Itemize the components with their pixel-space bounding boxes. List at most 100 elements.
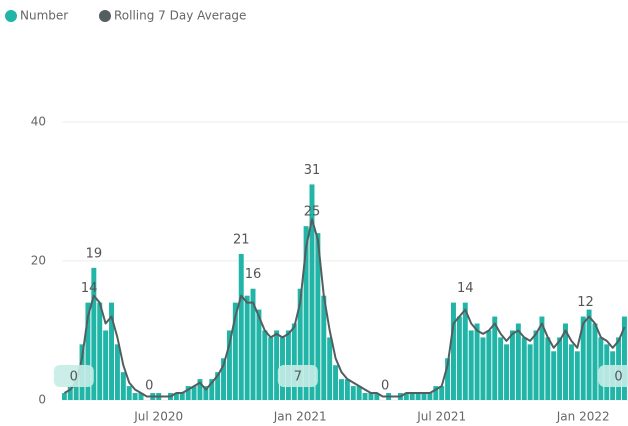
- bar: [374, 393, 380, 400]
- bar: [120, 372, 126, 400]
- label-box: [277, 365, 318, 387]
- bar: [539, 316, 545, 400]
- bar: [274, 330, 280, 400]
- bar: [215, 372, 221, 400]
- bar: [109, 302, 115, 400]
- bar: [462, 302, 468, 400]
- bar: [309, 184, 315, 400]
- data-label: 14: [81, 281, 98, 296]
- bar: [114, 344, 120, 400]
- y-tick-label: 0: [38, 393, 46, 407]
- data-label: 12: [577, 295, 594, 310]
- bar: [62, 393, 67, 400]
- bar: [521, 337, 527, 400]
- bar: [333, 365, 339, 400]
- bar: [498, 337, 504, 400]
- bar: [244, 295, 250, 400]
- bar: [327, 337, 333, 400]
- bar: [179, 393, 185, 400]
- data-label: 0: [614, 370, 622, 385]
- bar: [315, 233, 321, 400]
- bar: [232, 302, 238, 400]
- bar: [173, 393, 179, 400]
- bar: [580, 316, 586, 400]
- data-label: 0: [145, 379, 153, 394]
- bar: [586, 309, 592, 400]
- bar: [85, 302, 91, 400]
- bar: [592, 323, 598, 400]
- bar: [533, 330, 539, 400]
- bar: [297, 288, 303, 400]
- bar: [474, 323, 480, 400]
- bar: [621, 316, 627, 400]
- bar: [185, 386, 191, 400]
- y-tick-label: 20: [31, 253, 46, 267]
- bar: [362, 393, 368, 400]
- bar: [574, 351, 580, 400]
- x-tick-label: Jan 2021: [273, 410, 327, 424]
- x-tick-label: Jul 2021: [416, 410, 466, 424]
- bar: [551, 351, 557, 400]
- bar: [97, 302, 103, 400]
- bar: [256, 309, 262, 400]
- y-tick-label: 40: [31, 114, 46, 128]
- data-label: 21: [233, 232, 250, 247]
- x-tick-label: Jul 2020: [133, 410, 183, 424]
- bar: [545, 337, 551, 400]
- data-label: 14: [457, 281, 474, 296]
- bar: [409, 393, 415, 400]
- legend-label: Number: [20, 9, 68, 23]
- bar: [504, 344, 510, 400]
- bar: [468, 330, 474, 400]
- bar: [209, 379, 215, 400]
- data-label: 0: [381, 379, 389, 394]
- data-label: 7: [294, 370, 302, 385]
- bar: [221, 358, 227, 400]
- bar: [350, 386, 356, 400]
- bar: [568, 344, 574, 400]
- bar: [403, 393, 409, 400]
- line: [63, 218, 626, 398]
- bar: [344, 379, 350, 400]
- bar: [226, 330, 232, 400]
- bar: [291, 323, 297, 400]
- data-label: 19: [86, 246, 103, 261]
- bar: [73, 379, 79, 400]
- bar: [262, 330, 268, 400]
- bar: [515, 323, 521, 400]
- data-label: 16: [245, 267, 262, 282]
- data-label: 31: [304, 163, 321, 178]
- bar: [433, 386, 439, 400]
- bar: [480, 337, 486, 400]
- label-box: [598, 365, 628, 387]
- bar: [451, 302, 456, 400]
- bar: [132, 393, 138, 400]
- label-box: [53, 365, 94, 387]
- bar: [238, 253, 244, 400]
- bar: [67, 386, 73, 400]
- bar: [445, 358, 451, 400]
- x-tick-label: Jan 2022: [556, 410, 610, 424]
- bar: [492, 316, 498, 400]
- bar: [439, 386, 445, 400]
- bar: [91, 267, 97, 400]
- bar: [303, 226, 309, 400]
- bar: [338, 379, 344, 400]
- bar: [126, 386, 132, 400]
- bar: [368, 393, 374, 400]
- bar: [250, 288, 256, 400]
- bar: [415, 393, 421, 400]
- bar: [197, 379, 203, 400]
- bar: [203, 386, 209, 400]
- plot: [62, 184, 627, 400]
- bar: [456, 316, 462, 400]
- bar: [321, 295, 327, 400]
- bar: [191, 386, 197, 400]
- bar: [563, 323, 568, 400]
- data-label: 25: [304, 205, 321, 220]
- bar: [268, 337, 274, 400]
- bar: [486, 330, 492, 400]
- bar: [527, 344, 533, 400]
- bar: [356, 386, 362, 400]
